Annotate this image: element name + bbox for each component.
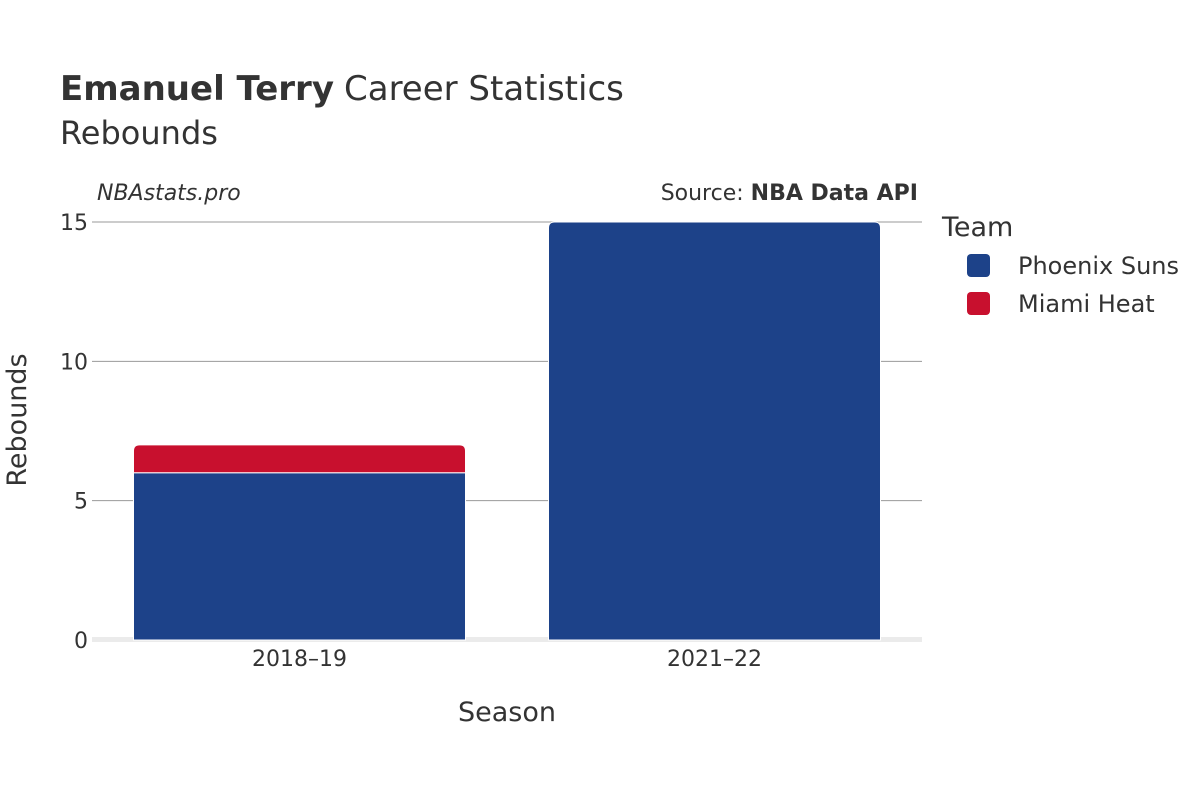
legend-swatch-miami-heat bbox=[967, 292, 990, 315]
bar-miami-heat-2018–19 bbox=[133, 444, 466, 474]
legend-label-miami-heat: Miami Heat bbox=[1018, 290, 1155, 318]
y-tick-label-10: 10 bbox=[60, 350, 88, 375]
y-tick-labels: 0 5 10 15 bbox=[60, 211, 88, 654]
x-tick-label-2021–22: 2021–22 bbox=[667, 647, 762, 672]
x-axis-baseline bbox=[92, 637, 922, 642]
y-tick-label-0: 0 bbox=[74, 629, 88, 654]
y-tick-label-15: 15 bbox=[60, 211, 88, 236]
x-axis-title: Season bbox=[458, 697, 556, 728]
player-name: Emanuel Terry bbox=[60, 69, 334, 109]
legend-swatch-phoenix-suns bbox=[967, 254, 990, 277]
legend-label-phoenix-suns: Phoenix Suns bbox=[1018, 252, 1179, 280]
site-credit: NBAstats.pro bbox=[97, 181, 241, 206]
bars bbox=[133, 221, 881, 641]
y-tick-label-5: 5 bbox=[74, 490, 88, 515]
bar-phoenix-suns-2018–19 bbox=[133, 472, 466, 641]
legend-title: Team bbox=[941, 212, 1013, 243]
x-tick-label-2018–19: 2018–19 bbox=[252, 647, 347, 672]
legend: Team Phoenix Suns Miami Heat bbox=[941, 212, 1179, 318]
source-prefix: Source: bbox=[661, 181, 751, 206]
x-tick-labels: 2018–19 2021–22 bbox=[252, 647, 762, 672]
source-name: NBA Data API bbox=[751, 181, 918, 206]
chart-subtitle: Rebounds bbox=[60, 114, 218, 152]
source-credit: Source: NBA Data API bbox=[661, 181, 918, 206]
chart-title: Emanuel Terry Career Statistics bbox=[60, 69, 624, 109]
bar-phoenix-suns-2021–22 bbox=[548, 221, 881, 641]
title-rest: Career Statistics bbox=[344, 69, 624, 109]
y-axis-title: Rebounds bbox=[2, 353, 33, 486]
